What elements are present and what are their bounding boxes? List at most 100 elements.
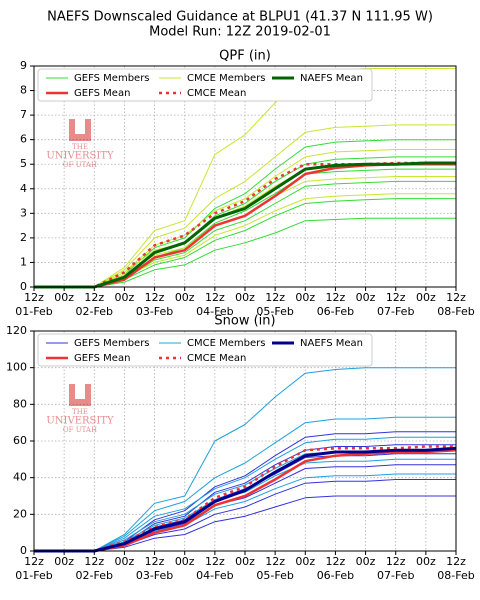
watermark-logo: [75, 384, 85, 399]
series-line: [34, 161, 456, 289]
watermark-text: OF UTAH: [63, 161, 97, 169]
watermark-text: OF UTAH: [63, 426, 97, 434]
x-tick-date: 07-Feb: [377, 305, 414, 318]
y-tick-label: 9: [20, 59, 27, 72]
x-tick-label: 12z: [145, 555, 165, 568]
x-tick-date: 01-Feb: [15, 569, 52, 582]
legend-label: NAEFS Mean: [300, 73, 363, 84]
x-tick-date: 02-Feb: [76, 305, 113, 318]
watermark-logo: [69, 119, 91, 141]
y-tick-label: 1: [20, 255, 27, 268]
series-line: [34, 367, 456, 552]
x-tick-label: 12z: [326, 291, 346, 304]
y-tick-label: 5: [20, 157, 27, 170]
figure-subtitle: Model Run: 12Z 2019-02-01: [149, 25, 331, 40]
x-tick-label: 12z: [386, 291, 406, 304]
x-tick-date: 06-Feb: [317, 569, 354, 582]
legend-label: GEFS Members: [74, 338, 150, 349]
x-tick-date: 04-Feb: [196, 569, 233, 582]
x-tick-date: 01-Feb: [15, 305, 52, 318]
chart-title: QPF (in): [219, 49, 271, 64]
watermark-text: UNIVERSITY: [46, 416, 114, 427]
x-tick-label: 00z: [175, 555, 195, 568]
y-tick-label: 120: [6, 324, 27, 337]
x-tick-date: 08-Feb: [437, 305, 474, 318]
x-tick-date: 08-Feb: [437, 569, 474, 582]
watermark-text: THE: [72, 143, 88, 151]
watermark-text: UNIVERSITY: [46, 151, 114, 162]
legend-label: GEFS Mean: [74, 353, 130, 364]
x-tick-label: 12z: [205, 291, 225, 304]
y-tick-label: 7: [20, 108, 27, 121]
legend-label: GEFS Members: [74, 73, 150, 84]
x-tick-label: 12z: [446, 291, 466, 304]
x-tick-label: 12z: [265, 291, 285, 304]
legend-label: CMCE Members: [187, 73, 265, 84]
x-tick-label: 12z: [205, 555, 225, 568]
x-tick-label: 00z: [115, 555, 135, 568]
x-tick-label: 12z: [145, 291, 165, 304]
y-tick-label: 8: [20, 84, 27, 97]
y-tick-label: 0: [20, 280, 27, 293]
x-tick-label: 00z: [175, 291, 195, 304]
x-tick-date: 05-Feb: [256, 305, 293, 318]
x-tick-label: 00z: [54, 291, 74, 304]
x-tick-label: 12z: [386, 555, 406, 568]
x-tick-label: 00z: [115, 291, 135, 304]
series-line: [34, 68, 456, 288]
x-tick-label: 00z: [295, 291, 315, 304]
y-tick-label: 80: [13, 397, 27, 410]
x-tick-date: 06-Feb: [317, 305, 354, 318]
x-tick-label: 00z: [416, 291, 436, 304]
y-tick-label: 3: [20, 206, 27, 219]
x-tick-date: 04-Feb: [196, 305, 233, 318]
series-line: [34, 458, 456, 552]
watermark-text: THE: [72, 408, 88, 416]
legend-label: GEFS Mean: [74, 88, 130, 99]
x-tick-label: 12z: [446, 555, 466, 568]
series-line: [34, 446, 457, 553]
x-tick-label: 00z: [235, 291, 255, 304]
x-tick-date: 02-Feb: [76, 569, 113, 582]
legend-label: CMCE Mean: [187, 353, 246, 364]
figure-title: NAEFS Downscaled Guidance at BLPU1 (41.3…: [47, 10, 433, 25]
y-tick-label: 100: [6, 361, 27, 374]
watermark-logo: [75, 119, 85, 134]
x-tick-label: 12z: [265, 555, 285, 568]
legend: GEFS Members GEFS Mean CMCE Members CMCE Me…: [37, 68, 373, 102]
x-tick-label: 12z: [84, 555, 104, 568]
y-tick-label: 40: [13, 471, 27, 484]
y-tick-label: 6: [20, 133, 27, 146]
x-tick-label: 12z: [326, 555, 346, 568]
series-line: [34, 416, 456, 552]
y-tick-label: 4: [20, 182, 27, 195]
y-tick-label: 2: [20, 231, 27, 244]
x-tick-date: 03-Feb: [136, 569, 173, 582]
x-tick-label: 12z: [24, 291, 44, 304]
x-tick-label: 00z: [54, 555, 74, 568]
x-tick-label: 00z: [416, 555, 436, 568]
y-tick-label: 0: [20, 544, 27, 557]
x-tick-label: 00z: [295, 555, 315, 568]
watermark-logo: [69, 384, 91, 406]
legend-label: CMCE Members: [187, 338, 265, 349]
x-tick-date: 05-Feb: [256, 569, 293, 582]
y-tick-label: 60: [13, 434, 27, 447]
x-tick-date: 07-Feb: [377, 569, 414, 582]
x-tick-label: 12z: [84, 291, 104, 304]
x-tick-label: 00z: [235, 555, 255, 568]
chart-title: Snow (in): [214, 314, 275, 329]
legend-label: CMCE Mean: [187, 88, 246, 99]
x-tick-label: 12z: [24, 555, 44, 568]
legend-label: NAEFS Mean: [300, 338, 363, 349]
legend: GEFS Members GEFS Mean CMCE Members CMCE Me…: [37, 333, 373, 367]
x-tick-date: 03-Feb: [136, 305, 173, 318]
x-tick-label: 00z: [356, 291, 376, 304]
x-tick-label: 00z: [356, 555, 376, 568]
